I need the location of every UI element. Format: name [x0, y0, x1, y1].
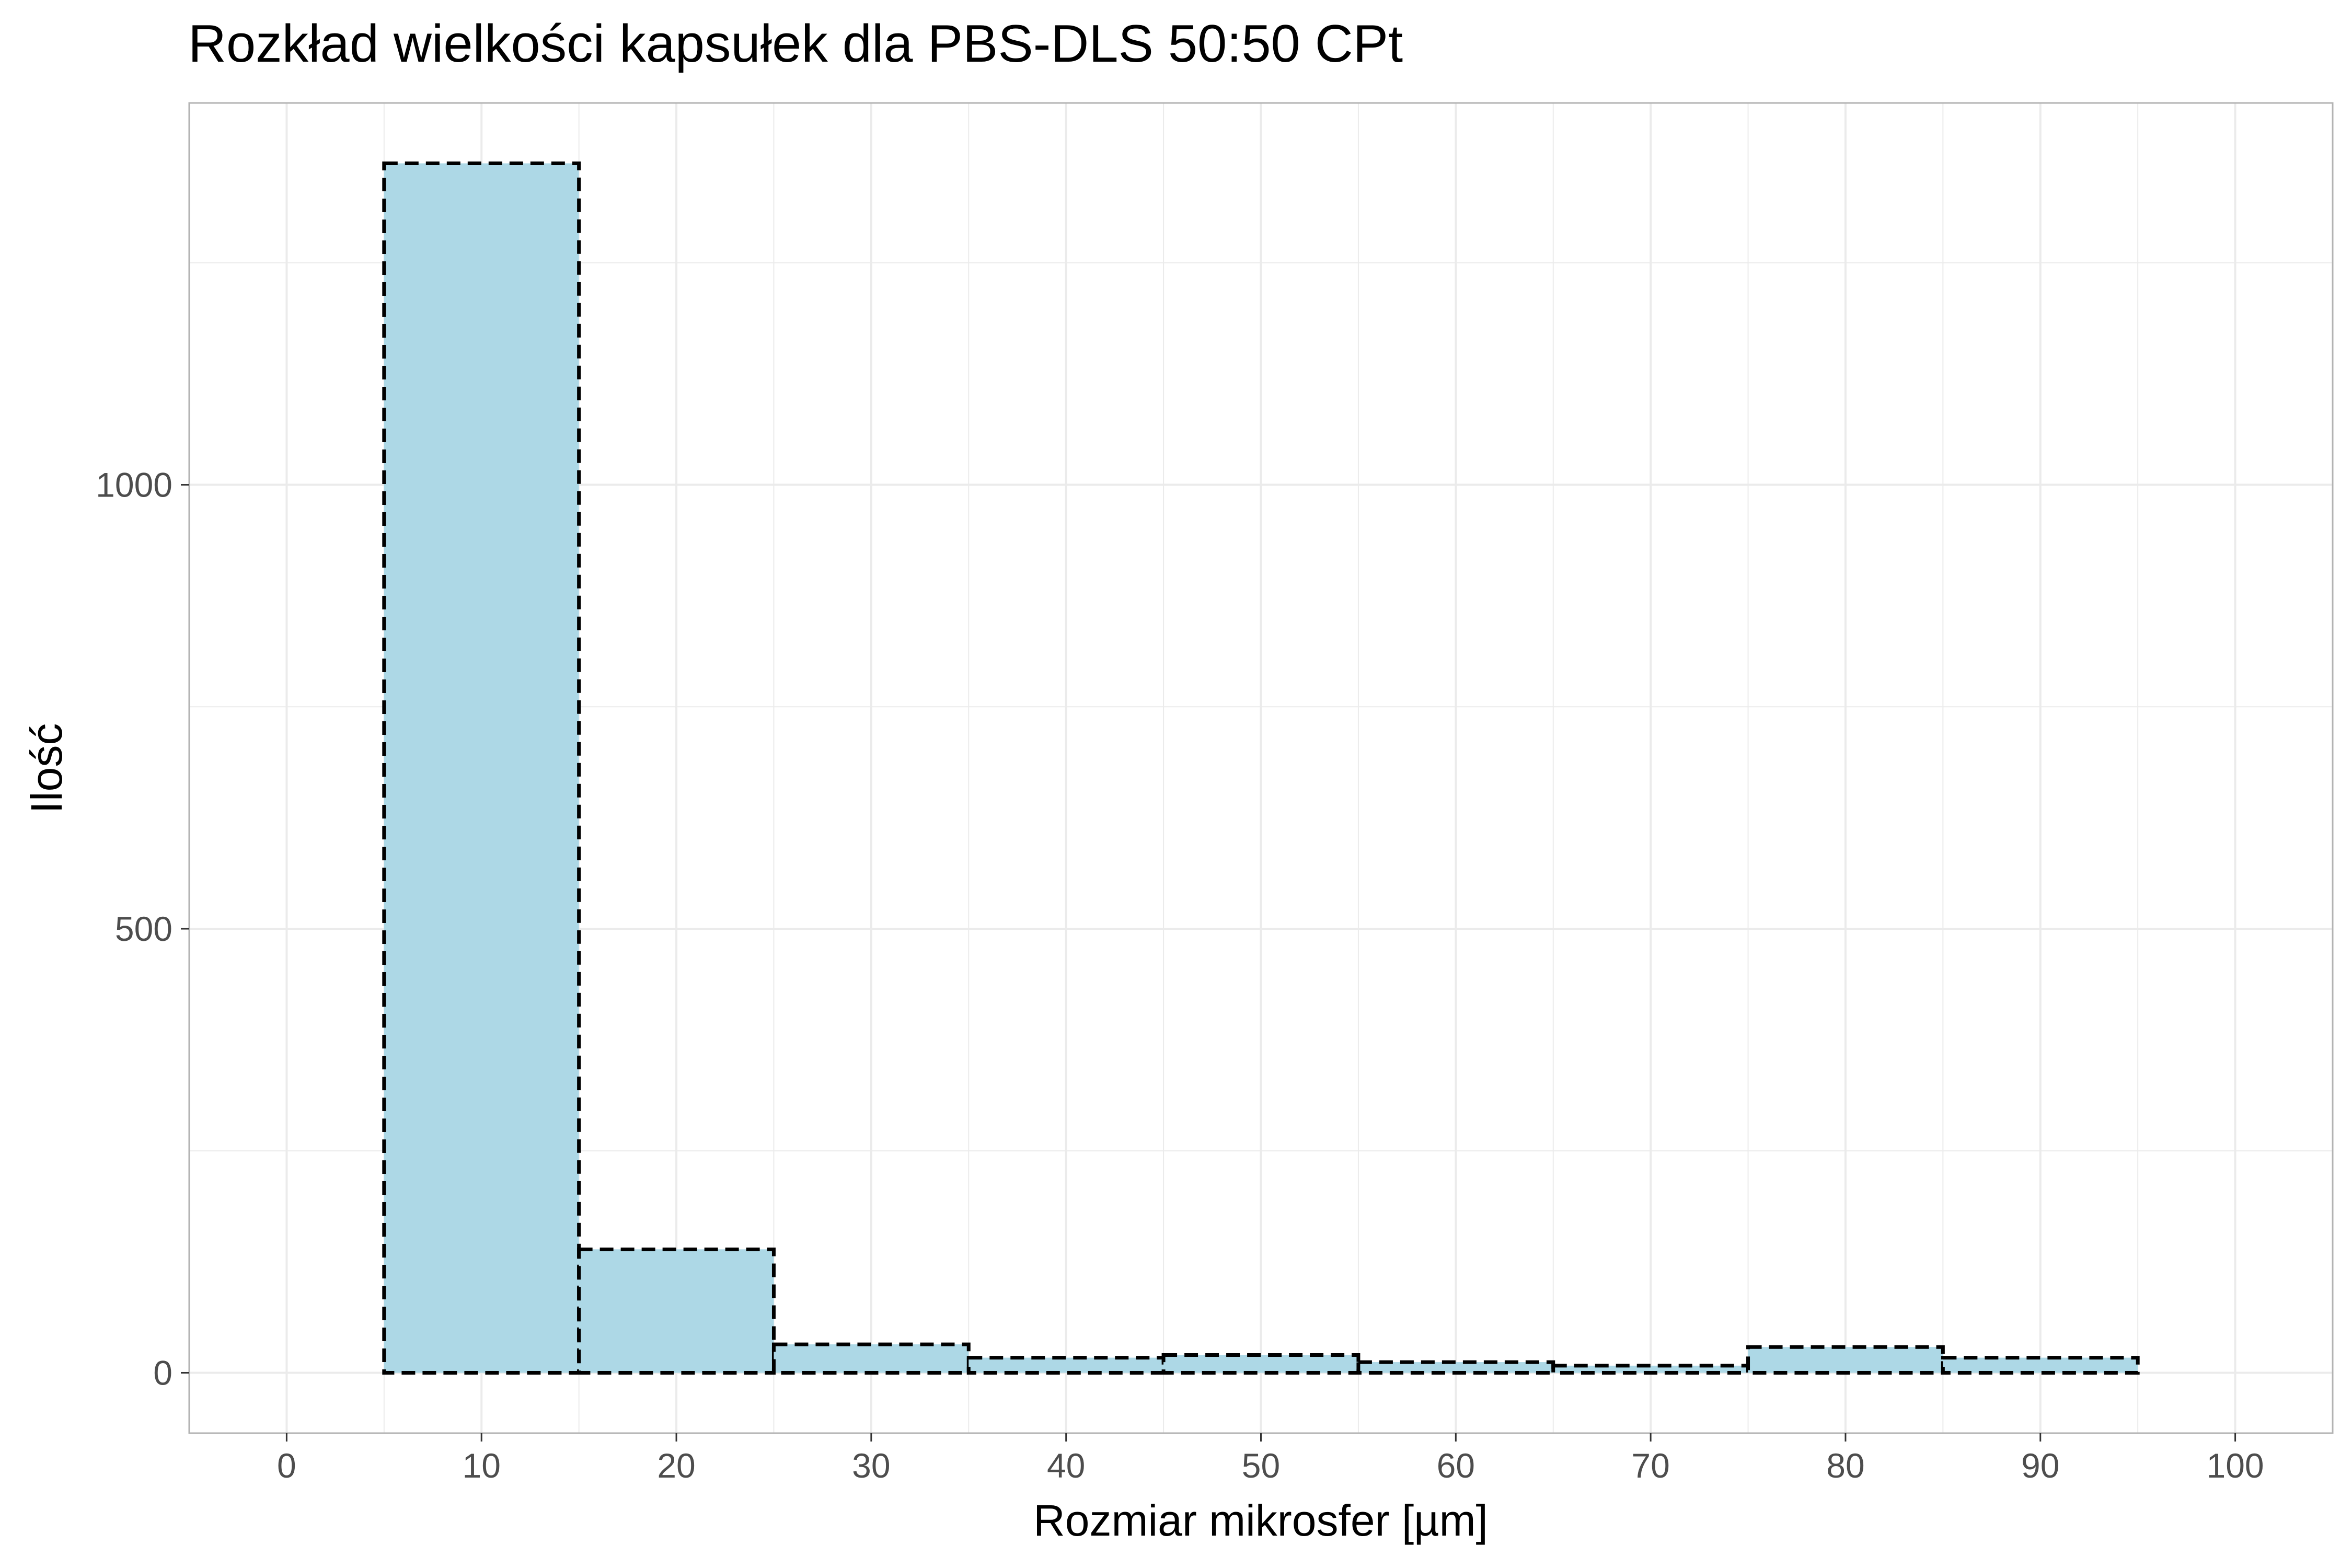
histogram-bar — [1161, 1353, 1361, 1375]
x-tick-label: 80 — [1826, 1446, 1864, 1485]
x-tick-label: 70 — [1631, 1446, 1669, 1485]
y-tick-label: 500 — [115, 909, 172, 948]
x-tick-label: 90 — [2021, 1446, 2059, 1485]
histogram-bar — [1941, 1356, 2140, 1375]
histogram-bars — [382, 162, 2140, 1375]
y-axis-title: Ilość — [22, 723, 71, 814]
x-tick-label: 30 — [852, 1446, 890, 1485]
y-axis: 0 500 1000 — [96, 466, 189, 1392]
histogram-bar — [771, 1342, 971, 1375]
x-tick-label: 10 — [463, 1446, 501, 1485]
x-tick-label: 50 — [1242, 1446, 1280, 1485]
x-tick-label: 60 — [1437, 1446, 1475, 1485]
histogram-bar — [1356, 1360, 1555, 1375]
histogram-bar — [577, 1247, 776, 1375]
x-axis-title: Rozmiar mikrosfer [µm] — [1033, 1496, 1488, 1545]
y-tick-label: 1000 — [96, 466, 172, 504]
x-tick-label: 100 — [2207, 1446, 2264, 1485]
histogram-bar — [1746, 1345, 1945, 1375]
histogram-bar — [382, 162, 581, 1375]
x-tick-label: 0 — [277, 1446, 296, 1485]
x-axis: 0 10 20 30 40 50 60 70 80 90 100 — [277, 1433, 2264, 1485]
histogram-bar — [966, 1356, 1166, 1375]
x-tick-label: 20 — [657, 1446, 695, 1485]
chart-title: Rozkład wielkości kapsułek dla PBS-DLS 5… — [188, 15, 1403, 73]
plot-panel — [188, 102, 2334, 1434]
x-tick-label: 40 — [1047, 1446, 1085, 1485]
histogram-bar — [1551, 1364, 1750, 1375]
y-tick-label: 0 — [153, 1353, 172, 1392]
